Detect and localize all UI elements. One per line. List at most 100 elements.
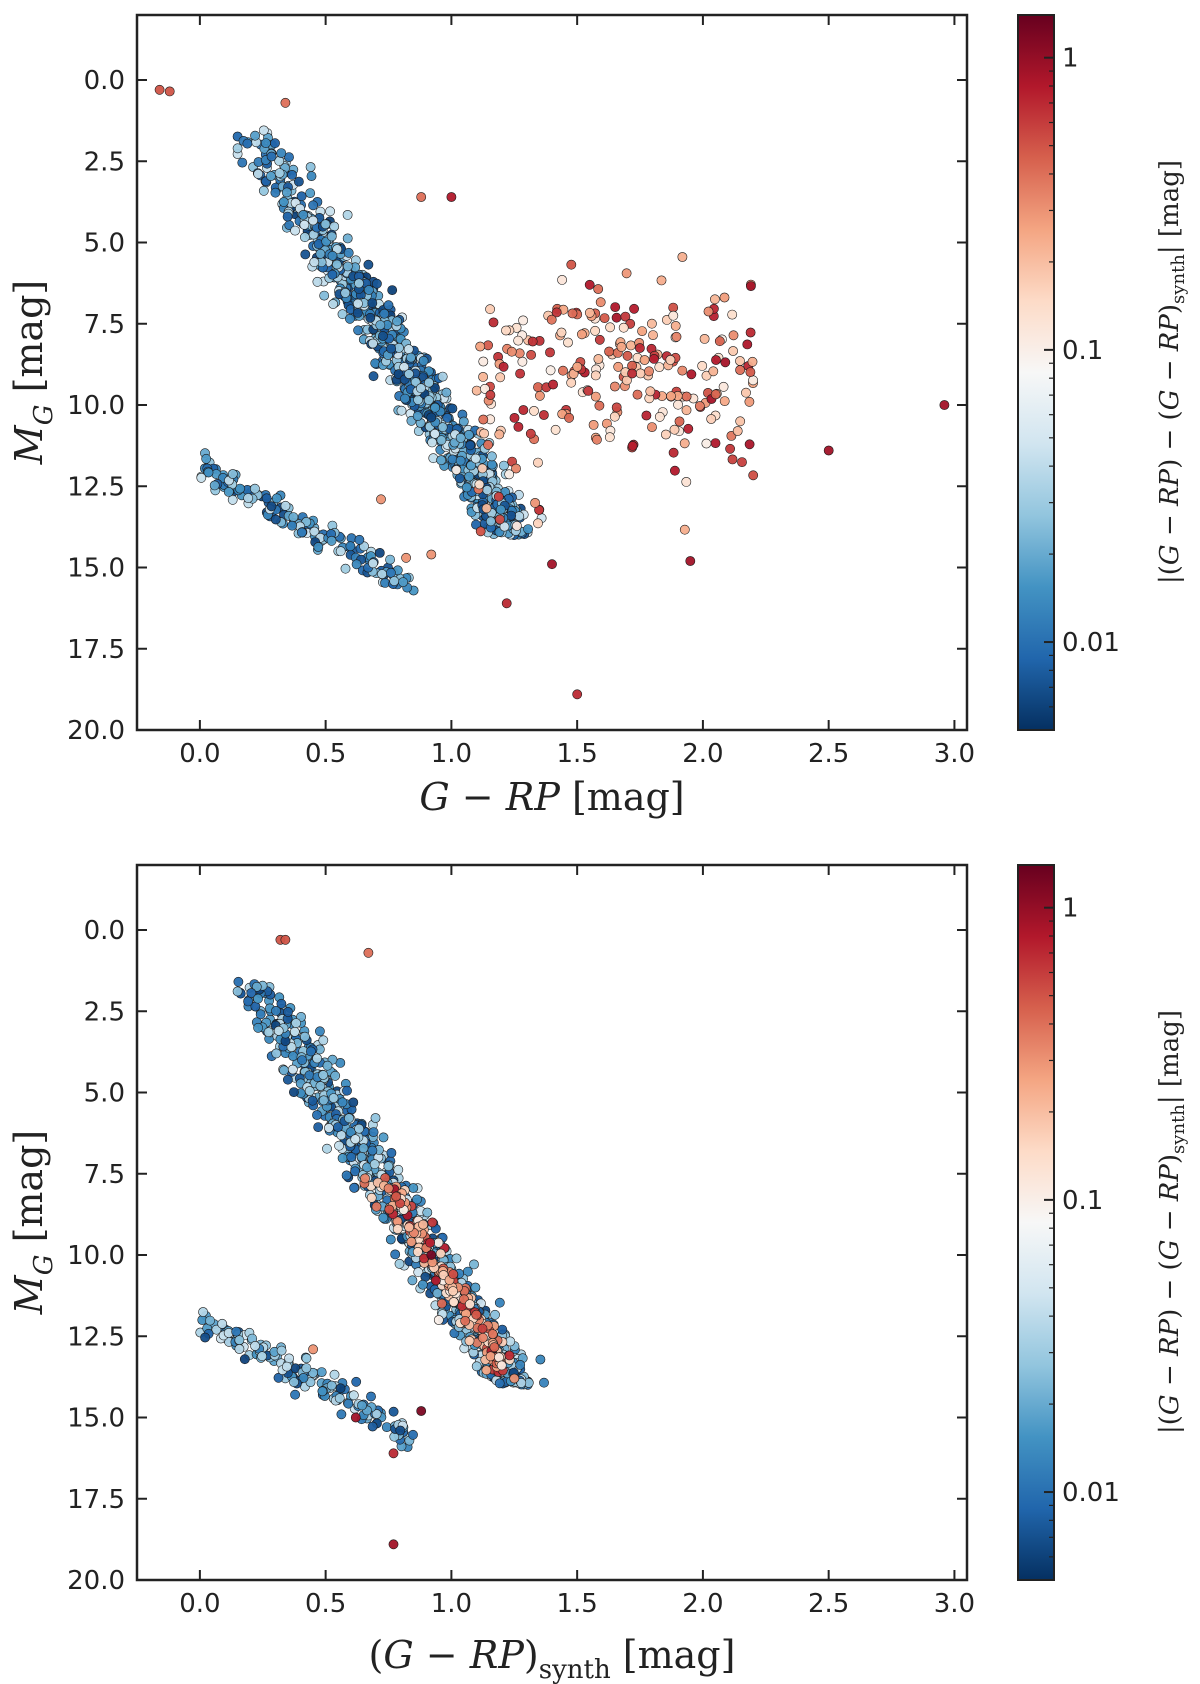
data-point	[635, 368, 646, 379]
data-point	[618, 322, 629, 333]
y-axis-label: MG [mag]	[7, 1130, 59, 1315]
colorbar-label: |(G − RP) − (G − RP)synth| [mag]	[1155, 1010, 1189, 1434]
data-point	[430, 402, 440, 413]
data-point	[497, 1324, 508, 1335]
data-point	[683, 423, 694, 434]
data-point	[386, 1148, 397, 1158]
data-point	[287, 520, 297, 531]
data-point	[557, 274, 567, 285]
data-point	[406, 1236, 417, 1247]
data-point	[424, 377, 434, 388]
data-point	[288, 1051, 298, 1061]
data-point	[714, 336, 725, 347]
data-point	[378, 1212, 389, 1223]
data-point	[308, 200, 318, 211]
colorbar	[1017, 14, 1055, 731]
data-point	[265, 171, 276, 181]
data-point	[348, 1390, 359, 1401]
data-point	[351, 1376, 362, 1387]
data-point	[464, 1336, 475, 1346]
data-point	[317, 1386, 328, 1397]
data-point	[458, 416, 469, 427]
data-point	[308, 1344, 318, 1355]
data-point	[656, 275, 667, 286]
data-point	[261, 493, 272, 504]
x-tick-label: 0.0	[179, 739, 220, 769]
data-point	[564, 412, 574, 423]
data-point	[593, 354, 604, 364]
colorbar	[1017, 864, 1055, 1581]
colorbar-ticks: 0.01 0.1 1	[1044, 894, 1120, 1581]
data-point	[475, 526, 486, 537]
data-point	[604, 432, 615, 443]
data-point	[299, 219, 310, 230]
plot-frame	[135, 863, 969, 1582]
data-point	[408, 1183, 419, 1193]
data-point	[343, 247, 354, 258]
data-point	[539, 1377, 549, 1388]
data-point	[396, 405, 407, 416]
data-point	[639, 355, 650, 365]
data-point	[506, 346, 517, 357]
data-point	[239, 1354, 250, 1365]
data-point	[227, 469, 238, 479]
data-point	[499, 521, 510, 532]
colorbar-ticks: 0.01 0.1 1	[1044, 44, 1120, 731]
y-tick-label: 5.0	[84, 1079, 125, 1109]
plot-frame	[135, 13, 969, 732]
data-point	[276, 1345, 287, 1356]
data-point	[327, 250, 338, 261]
data-point	[727, 309, 738, 320]
x-tick-label: 0.0	[179, 1589, 220, 1619]
data-point	[593, 284, 604, 294]
data-point	[358, 1143, 369, 1154]
data-point	[376, 494, 386, 505]
data-point	[354, 1123, 364, 1134]
data-point	[271, 493, 282, 504]
data-point	[407, 1275, 418, 1286]
data-point	[433, 1315, 444, 1325]
data-point	[198, 1307, 208, 1317]
data-point	[535, 390, 545, 401]
data-point	[451, 1253, 462, 1264]
x-tick-label: 1.0	[431, 739, 472, 769]
y-tick-label: 5.0	[84, 229, 125, 259]
data-point	[526, 349, 536, 360]
data-point	[390, 1249, 401, 1260]
axis-ticks: 0.0 0.5 1.0 1.5 2.0 2.5 3.0 0.0 2.5 5.0 7.5 10.0 12.…	[67, 15, 975, 769]
data-point	[403, 344, 414, 355]
data-point	[366, 1192, 377, 1203]
data-point	[209, 480, 220, 491]
data-point	[246, 988, 257, 998]
x-tick-label: 2.0	[682, 1589, 723, 1619]
data-point	[416, 1406, 427, 1416]
data-point	[378, 331, 388, 341]
data-point	[235, 483, 245, 494]
data-point	[437, 371, 448, 382]
data-point	[309, 526, 320, 537]
data-point	[258, 185, 269, 196]
x-tick-label: 1.5	[556, 739, 597, 769]
data-point	[666, 391, 676, 401]
data-point	[432, 1288, 443, 1299]
data-point	[686, 369, 697, 380]
data-point	[748, 375, 758, 386]
data-point	[196, 472, 207, 483]
data-point	[494, 429, 505, 440]
data-point	[383, 1183, 394, 1194]
data-point	[572, 689, 583, 700]
data-point	[350, 1166, 360, 1177]
data-point	[341, 1170, 352, 1181]
data-point	[677, 252, 688, 262]
data-point	[349, 1182, 359, 1193]
scatter-points	[195, 934, 549, 1550]
data-point	[299, 232, 310, 243]
data-point	[515, 368, 525, 379]
data-point	[455, 455, 466, 466]
data-point	[483, 439, 493, 450]
data-point	[488, 317, 499, 328]
data-point	[418, 355, 429, 366]
data-point	[567, 308, 578, 319]
y-tick-label: 12.5	[67, 1322, 125, 1352]
data-point	[232, 986, 243, 997]
